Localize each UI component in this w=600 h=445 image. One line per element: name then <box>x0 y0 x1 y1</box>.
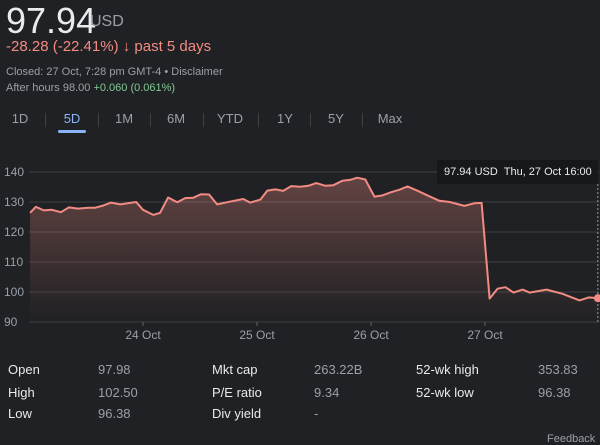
currency: USD <box>90 13 124 31</box>
x-tick-label: 24 Oct <box>125 328 161 342</box>
tab-divider <box>258 113 259 127</box>
chart-tooltip: 97.94 USD Thu, 27 Oct 16:00 <box>437 160 598 184</box>
tooltip-time: Thu, 27 Oct 16:00 <box>504 166 592 178</box>
tab-5d[interactable]: 5D <box>64 111 81 126</box>
tab-1y[interactable]: 1Y <box>277 111 293 126</box>
y-tick-label: 100 <box>4 285 24 299</box>
stat-value: 9.34 <box>314 385 339 400</box>
selected-tab-indicator <box>58 130 86 133</box>
change-value: -28.28 (-22.41%) <box>6 38 119 55</box>
tooltip-value: 97.94 USD <box>444 166 498 178</box>
stat-value: 96.38 <box>538 385 571 400</box>
stat-label: P/E ratio <box>212 385 262 400</box>
stat-label: Low <box>8 406 32 421</box>
change-period: past 5 days <box>134 38 211 55</box>
price-area <box>30 178 598 322</box>
tab-5y[interactable]: 5Y <box>328 111 344 126</box>
tab-divider <box>45 113 46 127</box>
y-tick-label: 120 <box>4 225 24 239</box>
current-price: 97.94 <box>6 0 96 42</box>
stat-value: 97.98 <box>98 362 131 377</box>
stat-label: Mkt cap <box>212 362 258 377</box>
market-status: Closed: 27 Oct, 7:28 pm GMT-4 • Disclaim… <box>6 66 223 78</box>
stat-label: 52-wk high <box>416 362 479 377</box>
x-tick-label: 25 Oct <box>239 328 275 342</box>
tab-divider <box>362 113 363 127</box>
stat-value: 102.50 <box>98 385 138 400</box>
stat-label: High <box>8 385 35 400</box>
y-tick-label: 90 <box>4 315 18 329</box>
tab-divider <box>98 113 99 127</box>
tab-ytd[interactable]: YTD <box>217 111 243 126</box>
price-change: -28.28 (-22.41%) ↓ past 5 days <box>6 38 211 55</box>
closed-time: Closed: 27 Oct, 7:28 pm GMT-4 <box>6 66 161 78</box>
y-tick-label: 110 <box>4 255 23 269</box>
stat-value: 353.83 <box>538 362 578 377</box>
tab-divider <box>150 113 151 127</box>
y-tick-label: 130 <box>4 195 24 209</box>
tab-6m[interactable]: 6M <box>167 111 185 126</box>
after-hours-price: After hours 98.00 <box>6 82 90 94</box>
tab-1m[interactable]: 1M <box>115 111 133 126</box>
feedback-link[interactable]: Feedback <box>547 433 595 445</box>
after-hours: After hours 98.00 +0.060 (0.061%) <box>6 82 175 94</box>
disclaimer-link[interactable]: Disclaimer <box>171 66 222 78</box>
tab-max[interactable]: Max <box>378 111 403 126</box>
stat-value: 263.22B <box>314 362 362 377</box>
tab-divider <box>203 113 204 127</box>
stat-label: 52-wk low <box>416 385 474 400</box>
after-hours-change: +0.060 (0.061%) <box>93 82 175 94</box>
stat-value: - <box>314 406 318 421</box>
stat-label: Div yield <box>212 406 261 421</box>
x-tick-label: 27 Oct <box>467 328 503 342</box>
tab-divider <box>310 113 311 127</box>
tab-1d[interactable]: 1D <box>12 111 29 126</box>
stat-label: Open <box>8 362 40 377</box>
y-tick-label: 140 <box>4 165 24 179</box>
arrow-down-icon: ↓ <box>123 38 131 55</box>
x-tick-label: 26 Oct <box>353 328 389 342</box>
stat-value: 96.38 <box>98 406 131 421</box>
